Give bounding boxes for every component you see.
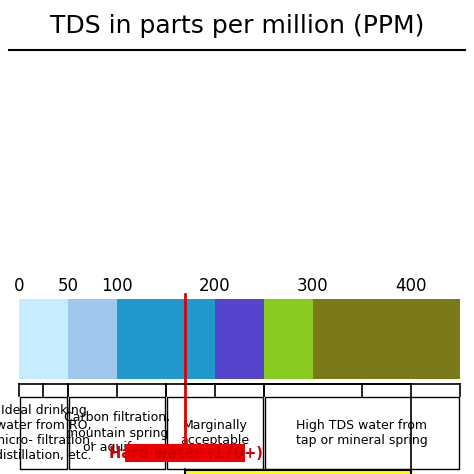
Bar [264,299,313,379]
Text: Carbon filtration,
mountain spring
or aquifers: Carbon filtration, mountain spring or aq… [64,411,170,455]
Bar [126,444,246,462]
Text: Marginally
acceptable: Marginally acceptable [180,419,249,447]
Bar [185,470,411,474]
Text: TDS in parts per million (PPM): TDS in parts per million (PPM) [50,14,424,38]
Text: Hard water (170+): Hard water (170+) [109,446,263,461]
Bar [68,299,117,379]
Bar [265,397,459,469]
Bar [117,299,215,379]
Bar [69,397,165,469]
Text: Ideal drinking
water from RO,
micro- filtration,
distillation, etc.: Ideal drinking water from RO, micro- fil… [0,404,94,462]
Bar [313,299,460,379]
Bar [20,397,67,469]
Bar [215,299,264,379]
Bar [167,397,263,469]
Bar [19,299,68,379]
Text: High TDS water from
tap or mineral spring: High TDS water from tap or mineral sprin… [296,419,428,447]
